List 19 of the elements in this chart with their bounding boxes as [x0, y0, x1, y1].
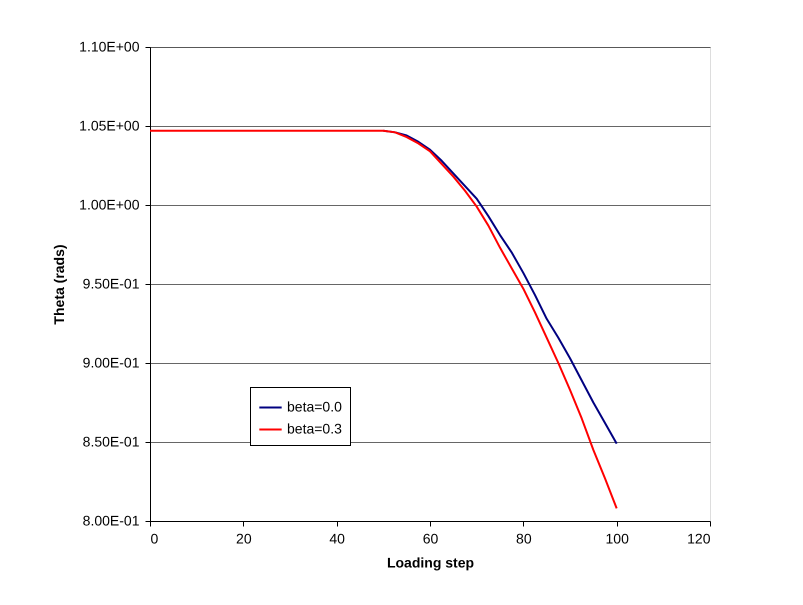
- legend-label: beta=0.0: [287, 398, 342, 414]
- line-series: [150, 130, 618, 510]
- y-tick-label: 1.10E+00: [79, 38, 140, 54]
- legend-label: beta=0.3: [287, 420, 342, 436]
- x-tick-label: 0: [150, 530, 158, 546]
- y-tick-label: 8.00E-01: [82, 512, 140, 528]
- x-tick-label: 120: [687, 530, 711, 546]
- y-axis-title: Theta (rads): [51, 244, 68, 325]
- x-tick-label: 80: [516, 530, 532, 546]
- x-tick-label: 40: [329, 530, 346, 546]
- x-tick-label: 60: [422, 530, 438, 546]
- y-tick-label: 8.50E-01: [82, 434, 140, 450]
- x-axis-title: Loading step: [386, 554, 474, 570]
- y-tick-label: 1.00E+00: [79, 196, 140, 212]
- x-tick-label: 100: [605, 530, 630, 546]
- y-tick-label: 9.00E-01: [82, 354, 140, 370]
- x-tick-label: 20: [236, 530, 252, 546]
- y-tick-label: 1.05E+00: [79, 118, 140, 134]
- y-tick-label: 9.50E-01: [82, 276, 140, 292]
